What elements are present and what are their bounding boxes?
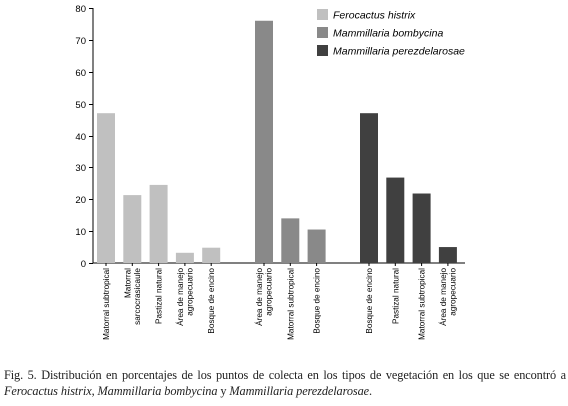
legend-swatch-1 [317, 9, 328, 20]
y-tick-label-80: 80 [75, 4, 86, 15]
x-tick-label-line: Matorral [124, 268, 133, 298]
x-tick-label-2-2: Matorral subtropical [286, 268, 295, 340]
x-tick-label-line: Área de manejo [254, 268, 264, 326]
x-tick-label-line: Área de manejo [438, 268, 448, 326]
bar-1-4 [175, 252, 194, 263]
chart-area: 0 10 20 30 40 50 60 70 80 Matorral subtropical Ma… [75, 4, 465, 340]
caption-prefix: Fig. 5. Distribución en porcentajes de l… [4, 368, 566, 382]
caption-separator-1: , [91, 384, 98, 398]
legend-swatch-2 [317, 27, 328, 38]
bar-3-4 [438, 247, 457, 263]
legend-swatch-3 [317, 45, 328, 56]
x-tick-label-line: Matorral subtropical [286, 268, 295, 340]
bar-3-2 [386, 177, 405, 263]
x-tick-label-line: agropecuario [186, 268, 195, 316]
x-tick-label-line: sarcocrasicaule [133, 268, 142, 325]
x-tick-labels: Matorral subtropical Matorralsarcocrasica… [102, 263, 458, 340]
x-tick-label-3-1: Bosque de encino [365, 268, 374, 334]
x-tick-label-line: Pastizal natural [391, 268, 400, 324]
x-tick-label-line: agropecuario [265, 268, 274, 316]
y-tick-label-0: 0 [81, 259, 86, 270]
x-tick-label-1-1: Matorral subtropical [102, 268, 111, 340]
x-tick-label-1-4: Área de manejoagropecuario [175, 268, 194, 326]
x-tick-label-line: Matorral subtropical [102, 268, 111, 340]
caption-separator-2: y [217, 384, 230, 398]
x-tick-label-3-2: Pastizal natural [391, 268, 400, 324]
bar-2-1 [255, 20, 273, 263]
bar-1-1 [97, 113, 115, 263]
legend-label-3: Mammillaria perezdelarosae [333, 46, 465, 58]
caption-species-2: Mammillaria bombycina [97, 384, 218, 398]
x-tick-label-line: Área de manejo [175, 268, 185, 326]
bar-2-3 [307, 229, 326, 263]
legend: Ferocactus histrix Mammillaria bombycina M… [317, 9, 465, 58]
x-tick-label-1-5: Bosque de encino [207, 268, 216, 334]
figure-caption: Fig. 5. Distribución en porcentajes de l… [4, 367, 566, 399]
x-tick-label-line: Bosque de encino [207, 268, 216, 334]
bar-1-2 [123, 195, 142, 263]
y-tick-label-10: 10 [75, 227, 86, 238]
caption-species-3: Mammillaria perezdelarosae [229, 384, 369, 398]
y-tick-label-40: 40 [75, 132, 86, 143]
x-tick-label-line: Pastizal natural [155, 268, 164, 324]
x-tick-label-1-3: Pastizal natural [155, 268, 164, 324]
caption-species-1: Ferocactus histrix [4, 384, 92, 398]
bars [97, 20, 457, 263]
bar-2-2 [281, 218, 300, 263]
y-tick-label-70: 70 [75, 36, 86, 47]
bar-3-1 [360, 113, 378, 263]
x-tick-label-1-2: Matorralsarcocrasicaule [124, 268, 142, 325]
x-tick-label-line: agropecuario [449, 268, 458, 316]
x-tick-label-line: Bosque de encino [313, 268, 322, 334]
x-tick-label-3-4: Área de manejoagropecuario [438, 268, 457, 326]
y-tick-label-60: 60 [75, 68, 86, 79]
x-tick-label-line: Matorral subtropical [418, 268, 427, 340]
x-tick-label-line: Bosque de encino [365, 268, 374, 334]
caption-suffix: . [368, 384, 372, 398]
y-tick-label-50: 50 [75, 100, 86, 111]
y-tick-label-20: 20 [75, 195, 86, 206]
y-tick-label-30: 30 [75, 163, 86, 174]
bar-1-5 [202, 247, 221, 263]
bar-3-3 [412, 193, 431, 263]
bar-1-3 [149, 184, 168, 263]
legend-label-1: Ferocactus histrix [333, 10, 416, 22]
legend-label-2: Mammillaria bombycina [333, 28, 443, 40]
x-tick-label-2-1: Área de manejoagropecuario [254, 268, 273, 326]
x-tick-label-2-3: Bosque de encino [313, 268, 322, 334]
x-tick-label-3-3: Matorral subtropical [418, 268, 427, 340]
